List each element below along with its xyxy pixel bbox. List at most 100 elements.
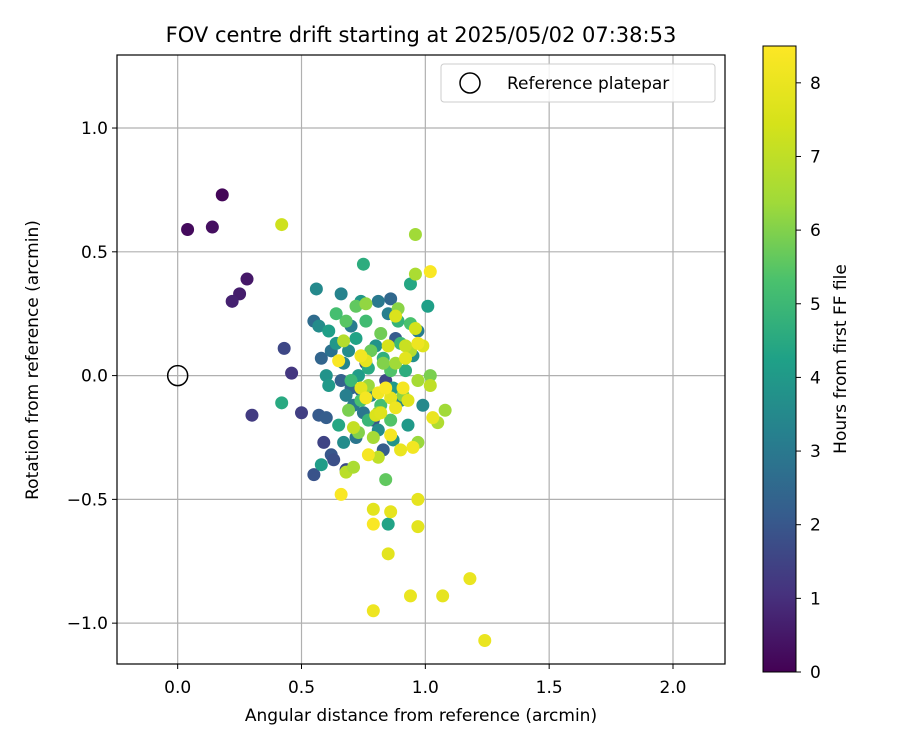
data-point: [401, 393, 415, 407]
data-point: [317, 435, 331, 449]
data-point: [314, 458, 328, 472]
data-point: [205, 220, 219, 234]
y-tick-label: 0.0: [81, 367, 108, 387]
data-point: [334, 287, 348, 301]
colorbar-tick-label: 6: [810, 221, 821, 241]
y-tick-label: −0.5: [67, 490, 108, 510]
data-point: [332, 354, 346, 368]
colorbar-tick-label: 4: [810, 368, 821, 388]
data-point: [285, 366, 299, 380]
data-point: [366, 517, 380, 531]
legend-marker-icon: [459, 72, 481, 94]
data-point: [366, 604, 380, 618]
data-point: [337, 435, 351, 449]
data-point: [364, 344, 378, 358]
data-point: [423, 378, 437, 392]
data-point: [389, 356, 403, 370]
data-point: [275, 218, 289, 232]
data-point: [319, 369, 333, 383]
data-point: [339, 314, 353, 328]
colorbar-gradient: [762, 45, 797, 673]
data-point: [411, 492, 425, 506]
data-point: [349, 331, 363, 345]
data-point: [421, 299, 435, 313]
colorbar-tick-label: 5: [810, 295, 821, 315]
data-point: [215, 188, 229, 202]
legend-label: Reference platepar: [507, 74, 669, 94]
data-point: [408, 267, 422, 281]
data-point: [399, 351, 413, 365]
plot-area: 0.0 0.5 1.0 1.5 2.0 −1.0 −0.5 0.0 0.5 1.0: [67, 54, 726, 698]
data-point: [376, 356, 390, 370]
x-tick-label: 1.5: [536, 678, 563, 698]
data-point: [312, 319, 326, 333]
data-point: [339, 388, 353, 402]
x-tick-label: 1.0: [412, 678, 439, 698]
x-axis-label: Angular distance from reference (arcmin): [245, 706, 597, 726]
x-tick-label: 0.5: [288, 678, 315, 698]
data-point: [307, 468, 321, 482]
data-point: [403, 277, 417, 291]
grid: [117, 55, 725, 664]
colorbar: 0 1 2 3 4 5 6 7 8 Hours from first FF file: [762, 45, 851, 683]
data-point: [403, 589, 417, 603]
data-point: [399, 339, 413, 353]
data-point: [342, 403, 356, 417]
data-point: [347, 460, 361, 474]
colorbar-tick-label: 7: [810, 147, 821, 167]
data-point: [411, 520, 425, 534]
x-axis-ticks: 0.0 0.5 1.0 1.5 2.0: [164, 664, 687, 698]
colorbar-label: Hours from first FF file: [831, 264, 851, 454]
data-point: [356, 257, 370, 271]
data-point: [354, 381, 368, 395]
data-point: [371, 450, 385, 464]
data-point: [366, 502, 380, 516]
colorbar-tick-label: 8: [810, 74, 821, 94]
data-point: [384, 505, 398, 519]
plot-frame: [116, 54, 726, 665]
data-point: [359, 297, 373, 311]
x-tick-label: 2.0: [659, 678, 686, 698]
data-point: [354, 349, 368, 363]
data-point: [359, 391, 373, 405]
data-point: [394, 443, 408, 457]
data-point: [379, 473, 393, 487]
data-point: [411, 374, 425, 388]
data-point: [181, 223, 195, 237]
data-point: [379, 381, 393, 395]
data-point: [478, 633, 492, 647]
data-point: [359, 314, 373, 328]
data-point: [327, 453, 341, 467]
data-point: [349, 299, 363, 313]
data-point: [408, 322, 422, 336]
data-point: [401, 418, 415, 432]
data-point: [322, 324, 336, 338]
data-point: [371, 294, 385, 308]
data-point: [384, 292, 398, 306]
legend: Reference platepar: [440, 63, 716, 103]
data-point: [240, 272, 254, 286]
data-point: [381, 517, 395, 531]
data-point: [374, 327, 388, 341]
data-point: [381, 547, 395, 561]
data-point: [334, 487, 348, 501]
chart-title: FOV centre drift starting at 2025/05/02 …: [166, 23, 677, 47]
y-tick-label: 0.5: [81, 243, 108, 263]
colorbar-tick-label: 1: [810, 589, 821, 609]
colorbar-ticks: 0 1 2 3 4 5 6 7 8: [796, 74, 821, 683]
data-point: [463, 572, 477, 586]
data-point: [334, 374, 348, 388]
data-point: [384, 391, 398, 405]
data-point: [245, 408, 259, 422]
data-point: [389, 401, 403, 415]
data-points: [181, 188, 492, 647]
data-point: [384, 428, 398, 442]
data-point: [277, 341, 291, 355]
data-point: [396, 381, 410, 395]
data-point: [347, 421, 361, 435]
colorbar-tick-label: 3: [810, 442, 821, 462]
colorbar-tick-label: 0: [810, 663, 821, 683]
data-point: [416, 398, 430, 412]
data-point: [436, 589, 450, 603]
